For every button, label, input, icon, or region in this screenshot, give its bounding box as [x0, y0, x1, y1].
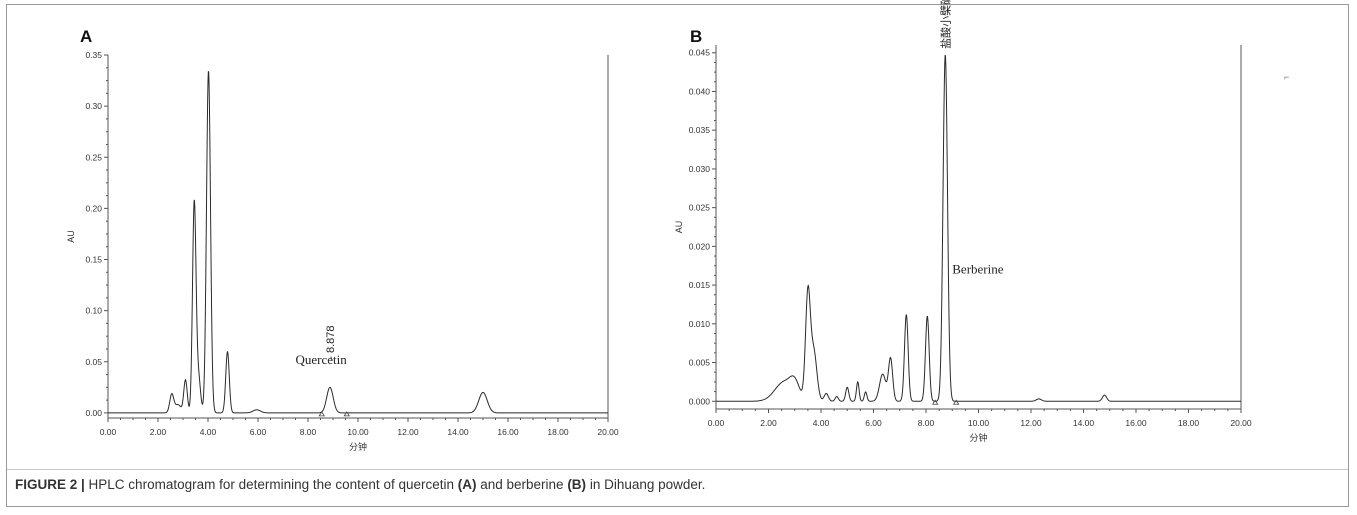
x-tick-label: 10.00 [347, 427, 369, 437]
x-tick-label: 0.00 [708, 418, 725, 428]
panel-letter-b: B [690, 27, 703, 46]
y-tick-label: 0.05 [85, 357, 102, 367]
caption-part3: in Dihuang powder. [586, 477, 706, 492]
x-tick-label: 14.00 [447, 427, 469, 437]
x-tick-label: 6.00 [865, 418, 882, 428]
integration-marker [952, 399, 960, 405]
y-tick-label: 0.025 [689, 203, 711, 213]
caption-prefix: FIGURE 2 | [15, 477, 85, 492]
integration-marker [343, 411, 350, 417]
x-tick-label: 4.00 [813, 418, 830, 428]
corner-mark: ⌐ [1284, 72, 1290, 82]
y-axis-title: AU [66, 230, 76, 243]
compound-label: Berberine [952, 261, 1003, 276]
panel-letter-a: A [80, 27, 93, 46]
y-tick-label: 0.20 [85, 203, 102, 213]
y-tick-label: 0.000 [689, 396, 711, 406]
y-tick-label: 0.35 [85, 50, 102, 60]
figure-caption: FIGURE 2 | HPLC chromatogram for determi… [15, 477, 1335, 492]
y-tick-label: 0.010 [689, 319, 711, 329]
y-tick-label: 0.020 [689, 241, 711, 251]
x-tick-label: 16.00 [1125, 418, 1147, 428]
y-tick-label: 0.035 [689, 125, 711, 135]
caption-part1: HPLC chromatogram for determining the co… [84, 477, 458, 492]
chart-panel-a: 0.00 2.00 4.00 6.00 8.00 10.00 12.00 14.00 16.00… [66, 50, 619, 452]
x-tick-label: 20.00 [597, 427, 619, 437]
x-tick-label: 20.00 [1230, 418, 1252, 428]
chromatogram-trace [716, 54, 1241, 402]
y-tick-label: 0.00 [85, 408, 102, 418]
x-tick-label: 2.00 [760, 418, 777, 428]
x-tick-label: 12.00 [1020, 418, 1042, 428]
y-tick-label: 0.25 [85, 152, 102, 162]
caption-ref-b: (B) [567, 477, 587, 492]
caption-separator [7, 469, 1348, 470]
y-tick-label: 0.040 [689, 86, 711, 96]
y-tick-label: 0.15 [85, 255, 102, 265]
x-tick-label: 8.00 [300, 427, 317, 437]
figure-frame [6, 4, 1349, 507]
y-tick-label: 0.005 [689, 358, 711, 368]
x-tick-label: 18.00 [547, 427, 569, 437]
x-tick-label: 14.00 [1073, 418, 1095, 428]
chromatogram-trace [108, 71, 608, 414]
integration-marker [931, 399, 939, 405]
y-tick-label: 0.30 [85, 101, 102, 111]
y-axis-title: AU [674, 221, 684, 234]
retention-time-label: 盐酸小檗碱 - 8.734 [938, 0, 952, 49]
x-axis-title: 分钟 [969, 432, 987, 443]
x-tick-label: 6.00 [250, 427, 267, 437]
x-tick-label: 10.00 [968, 418, 990, 428]
x-tick-label: 8.00 [918, 418, 935, 428]
x-tick-label: 2.00 [150, 427, 167, 437]
x-tick-label: 18.00 [1178, 418, 1200, 428]
x-tick-label: 0.00 [100, 427, 117, 437]
chart-panel-b: 0.00 2.00 4.00 6.00 8.00 10.00 12.00 14.00 16.00… [674, 0, 1252, 443]
x-tick-label: 16.00 [497, 427, 519, 437]
compound-label: Quercetin [296, 352, 348, 367]
x-axis-title: 分钟 [349, 441, 367, 452]
y-tick-label: 0.030 [689, 164, 711, 174]
y-tick-label: 0.045 [689, 48, 711, 58]
x-tick-label: 4.00 [200, 427, 217, 437]
integration-marker [318, 411, 325, 417]
caption-ref-a: (A) [457, 477, 477, 492]
retention-time-label: - 8.878 [325, 325, 337, 359]
x-tick-label: 12.00 [397, 427, 419, 437]
caption-part2: and berberine [476, 477, 568, 492]
y-tick-label: 0.015 [689, 280, 711, 290]
y-tick-label: 0.10 [85, 306, 102, 316]
